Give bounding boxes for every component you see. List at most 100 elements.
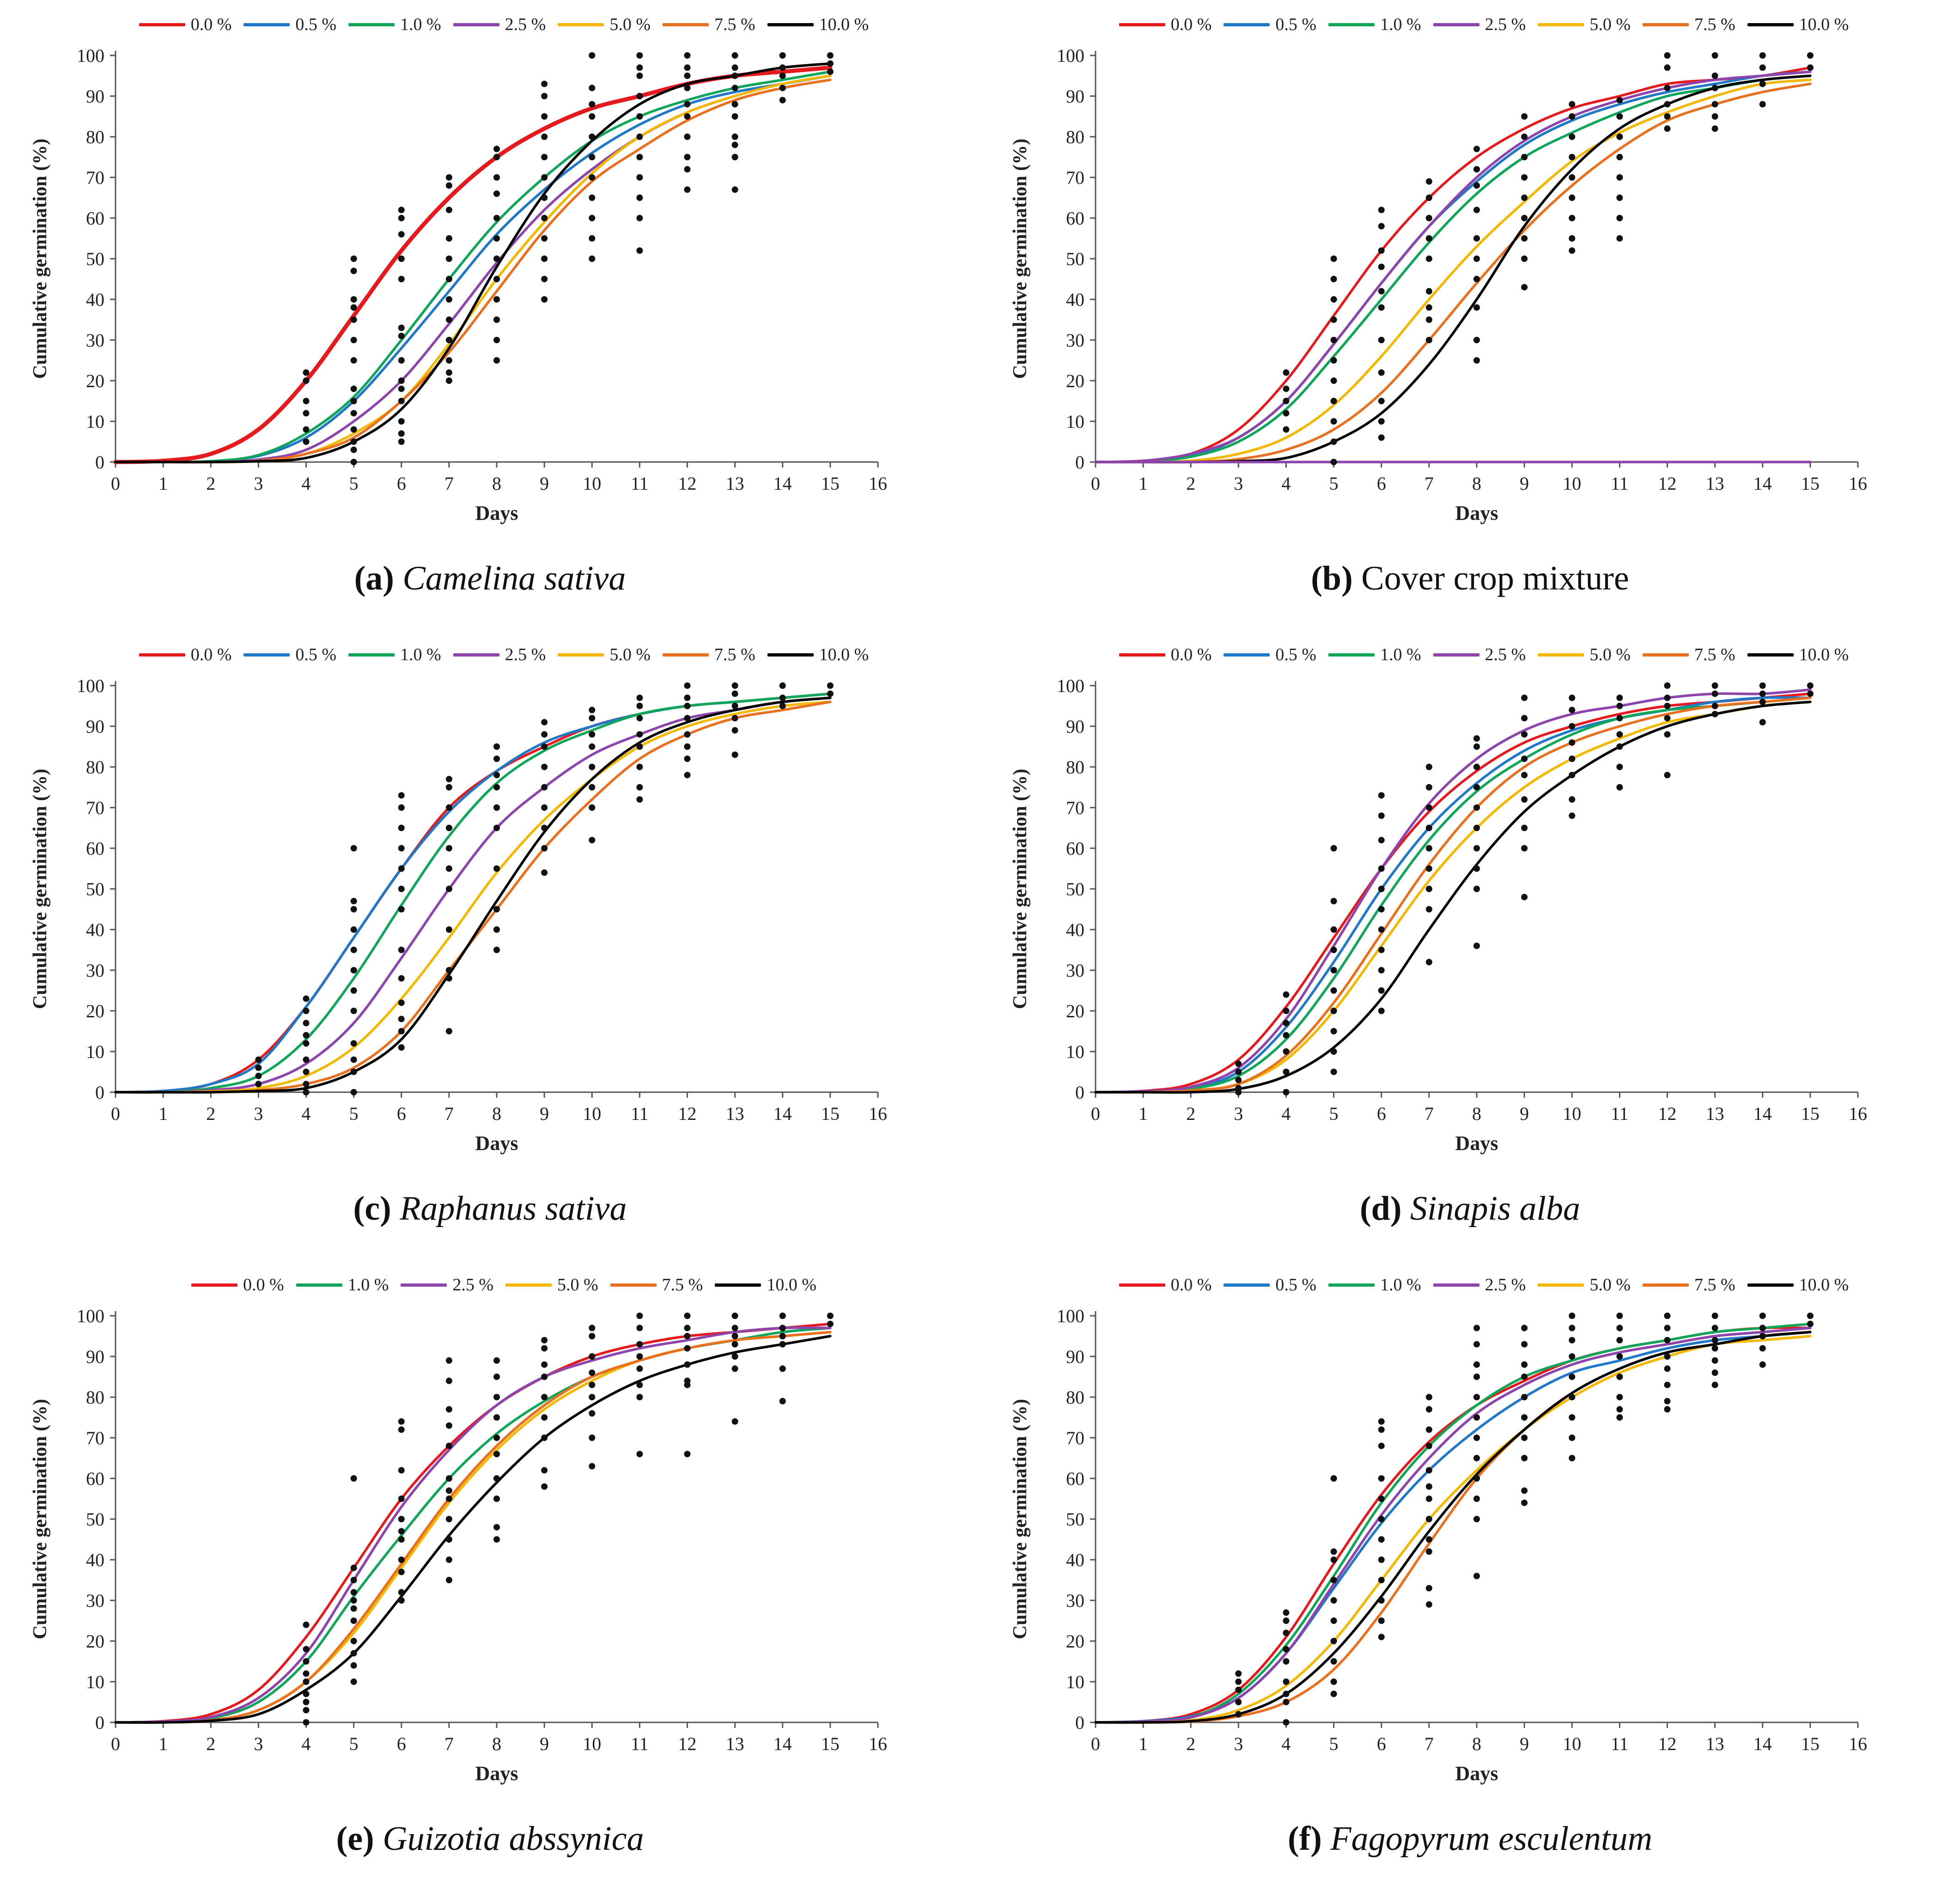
x-tick-label: 16 bbox=[869, 473, 887, 494]
data-point bbox=[1283, 1020, 1290, 1027]
x-tick-label: 16 bbox=[1849, 1103, 1867, 1124]
data-point bbox=[1711, 125, 1718, 132]
x-tick-label: 7 bbox=[444, 1103, 454, 1124]
legend-item: 0.5 % bbox=[243, 14, 336, 35]
data-point bbox=[1235, 1699, 1242, 1705]
data-point bbox=[445, 276, 452, 282]
data-point bbox=[541, 719, 548, 726]
x-tick-label: 11 bbox=[631, 1733, 649, 1754]
data-point bbox=[731, 1333, 738, 1339]
y-tick-label: 10 bbox=[1066, 1672, 1084, 1692]
data-point bbox=[1473, 784, 1480, 790]
data-point bbox=[493, 743, 500, 750]
x-tick-label: 0 bbox=[1091, 1103, 1100, 1124]
data-point bbox=[1283, 1699, 1290, 1705]
x-tick-label: 10 bbox=[1563, 473, 1581, 494]
data-point bbox=[1521, 113, 1528, 120]
data-point bbox=[589, 1394, 596, 1400]
x-tick-label: 15 bbox=[1801, 473, 1820, 494]
data-point bbox=[1664, 1325, 1671, 1332]
data-point bbox=[350, 1475, 357, 1482]
data-point bbox=[1616, 1374, 1623, 1380]
y-tick-label: 20 bbox=[86, 371, 104, 391]
legend-item: 5.0 % bbox=[558, 645, 651, 665]
data-point bbox=[1378, 1597, 1385, 1604]
legend-swatch bbox=[296, 1283, 342, 1287]
data-point bbox=[1425, 865, 1432, 872]
data-point bbox=[1330, 1048, 1337, 1055]
data-point bbox=[445, 845, 452, 851]
y-tick-label: 100 bbox=[1057, 45, 1084, 66]
data-point bbox=[684, 101, 691, 108]
data-point bbox=[636, 1313, 643, 1319]
data-point bbox=[636, 154, 643, 160]
legend-label: 0.0 % bbox=[190, 645, 232, 664]
data-point bbox=[350, 1008, 357, 1014]
data-point bbox=[1330, 1638, 1337, 1644]
data-point bbox=[350, 947, 357, 953]
data-point bbox=[1569, 101, 1576, 108]
data-point bbox=[1378, 926, 1385, 933]
data-point bbox=[350, 1564, 357, 1571]
data-point bbox=[1521, 845, 1528, 851]
legend-swatch bbox=[139, 23, 185, 26]
data-point bbox=[1473, 182, 1480, 189]
data-point bbox=[1664, 52, 1671, 59]
data-point bbox=[1378, 337, 1385, 343]
x-tick-label: 15 bbox=[1801, 1733, 1820, 1754]
data-point bbox=[1425, 906, 1432, 912]
data-point bbox=[445, 1577, 452, 1583]
data-point bbox=[303, 1707, 310, 1714]
data-point bbox=[1807, 1320, 1814, 1327]
legend-label: 1.0 % bbox=[1380, 1275, 1421, 1295]
data-point bbox=[589, 837, 596, 844]
data-point bbox=[398, 1496, 405, 1502]
data-point bbox=[636, 174, 643, 181]
data-point bbox=[303, 1020, 310, 1027]
data-point bbox=[1425, 1585, 1432, 1592]
x-tick-label: 7 bbox=[1424, 1103, 1434, 1124]
chart-panel-f: 0.0 % 0.5 % 1.0 % 2.5 % 5.0 % 7.5 % 10.0 % 0 10… bbox=[980, 1260, 1960, 1891]
data-point bbox=[684, 1361, 691, 1368]
data-point bbox=[684, 1381, 691, 1388]
x-tick-label: 10 bbox=[583, 1733, 601, 1754]
data-point bbox=[1664, 1365, 1671, 1372]
data-point bbox=[684, 755, 691, 762]
data-point bbox=[350, 255, 357, 262]
data-point bbox=[1473, 146, 1480, 152]
y-tick-label: 80 bbox=[86, 127, 104, 147]
x-axis-label: Days bbox=[475, 1132, 518, 1155]
y-tick-label: 30 bbox=[86, 330, 104, 351]
series-line bbox=[114, 79, 832, 463]
data-point bbox=[303, 1646, 310, 1653]
data-point bbox=[350, 987, 357, 994]
legend-label: 7.5 % bbox=[1694, 1275, 1735, 1295]
x-tick-label: 5 bbox=[1329, 1733, 1339, 1754]
x-tick-label: 14 bbox=[773, 473, 792, 494]
data-point bbox=[636, 1365, 643, 1372]
data-point bbox=[636, 93, 643, 99]
x-tick-label: 3 bbox=[1234, 1733, 1243, 1754]
legend-label: 5.0 % bbox=[1589, 15, 1631, 34]
data-point bbox=[1569, 812, 1576, 819]
data-point bbox=[1330, 1028, 1337, 1034]
data-point bbox=[684, 1345, 691, 1352]
legend-item: 5.0 % bbox=[558, 14, 651, 35]
legend-swatch bbox=[767, 653, 814, 657]
data-point bbox=[1330, 898, 1337, 905]
x-axis-label: Days bbox=[1455, 502, 1498, 524]
data-point bbox=[350, 1638, 357, 1644]
series-line bbox=[114, 1322, 832, 1724]
y-tick-label: 60 bbox=[86, 838, 104, 859]
chart-panel-e: 0.0 % 1.0 % 2.5 % 5.0 % 7.5 % 10.0 % 0 10 20 30 4… bbox=[0, 1260, 980, 1891]
x-tick-label: 13 bbox=[1706, 473, 1724, 494]
x-tick-label: 10 bbox=[1563, 1103, 1581, 1124]
data-point bbox=[1378, 837, 1385, 844]
data-point bbox=[1425, 764, 1432, 770]
data-point bbox=[350, 906, 357, 912]
data-point bbox=[303, 1699, 310, 1705]
legend-item: 5.0 % bbox=[1538, 14, 1631, 35]
y-tick-label: 50 bbox=[1066, 249, 1084, 269]
data-point bbox=[1521, 1394, 1528, 1400]
